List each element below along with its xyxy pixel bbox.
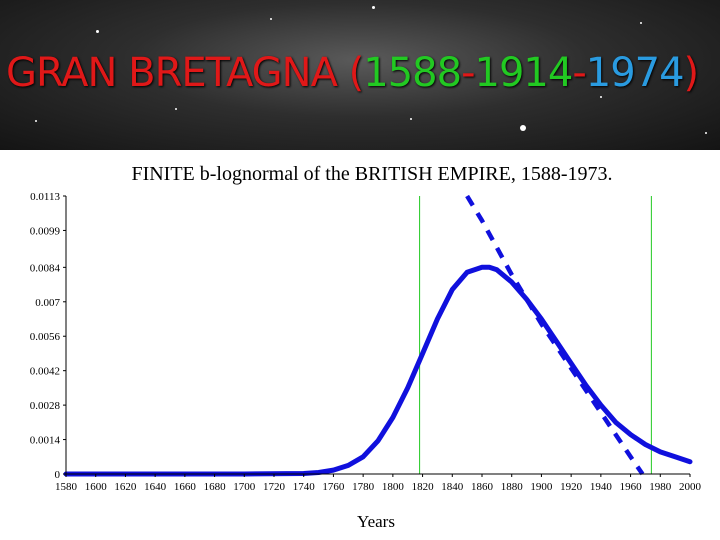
slide-title: GRAN BRETAGNA (1588-1914-1974) xyxy=(6,50,700,96)
star xyxy=(640,22,642,24)
chart-title: FINITE b-lognormal of the BRITISH EMPIRE… xyxy=(131,163,612,185)
star xyxy=(175,108,177,110)
x-tick-label: 1620 xyxy=(114,481,137,493)
star xyxy=(372,6,375,9)
series-group xyxy=(63,194,693,477)
x-tick-label: 1580 xyxy=(55,481,78,493)
solid-series-line xyxy=(63,264,693,477)
title-country: GRAN BRETAGNA xyxy=(6,50,338,96)
x-tick-label: 1800 xyxy=(382,481,405,493)
x-tick-label: 1940 xyxy=(590,481,613,493)
y-tick-label: 0.007 xyxy=(35,297,60,309)
title-open-paren: ( xyxy=(348,50,365,96)
title-year-start: 1588 xyxy=(363,50,462,96)
x-tick-label: 1740 xyxy=(293,481,316,493)
x-tick-label: 1860 xyxy=(471,481,494,493)
star xyxy=(705,132,707,134)
x-tick-label: 1720 xyxy=(263,481,286,493)
x-tick-label: 1700 xyxy=(233,481,256,493)
x-tick-label: 1820 xyxy=(412,481,435,493)
star xyxy=(35,120,37,122)
star xyxy=(600,96,602,98)
x-tick-label: 1840 xyxy=(441,481,464,493)
x-tick-label: 1980 xyxy=(649,481,672,493)
x-tick-label: 1900 xyxy=(530,481,553,493)
y-tick-label: 0.0028 xyxy=(30,400,61,412)
x-tick-label: 1780 xyxy=(352,481,375,493)
x-tick-label: 1760 xyxy=(322,481,345,493)
star xyxy=(270,18,272,20)
x-tick-label: 1640 xyxy=(144,481,167,493)
x-tick-label: 1880 xyxy=(501,481,524,493)
star xyxy=(96,30,99,33)
lognormal-chart: FINITE b-lognormal of the BRITISH EMPIRE… xyxy=(0,150,720,540)
x-tick-label: 1600 xyxy=(85,481,108,493)
x-tick-label: 1960 xyxy=(620,481,643,493)
x-tick-labels: 1580 1600 1620 1640 1660 1680 1700 1720 1740 1760… xyxy=(55,481,702,493)
y-tick-label: 0 xyxy=(55,469,61,481)
title-year-end: 1974 xyxy=(585,50,685,96)
dashed-series-line xyxy=(465,194,645,476)
x-tick-label: 2000 xyxy=(679,481,702,493)
title-close-paren: ) xyxy=(683,50,700,96)
y-tick-label: 0.0042 xyxy=(30,366,60,378)
title-dash: - xyxy=(461,50,475,96)
title-dash: - xyxy=(572,50,586,96)
x-tick-label: 1660 xyxy=(174,481,197,493)
title-year-peak: 1914 xyxy=(474,50,574,96)
x-tick-label: 1920 xyxy=(560,481,583,493)
star xyxy=(520,125,526,131)
y-tick-labels: 0 0.0014 0.0028 0.0042 0.0056 0.007 0.0084 0.00… xyxy=(30,191,61,481)
starfield-banner: GRAN BRETAGNA (1588-1914-1974) xyxy=(0,0,720,150)
y-tick-label: 0.0014 xyxy=(30,435,61,447)
chart-svg: FINITE b-lognormal of the BRITISH EMPIRE… xyxy=(30,163,702,531)
y-tick-label: 0.0056 xyxy=(30,331,61,343)
x-axis-label: Years xyxy=(357,512,395,531)
y-tick-label: 0.0084 xyxy=(30,262,61,274)
star xyxy=(410,118,412,120)
axes xyxy=(63,195,691,477)
vertical-markers xyxy=(419,196,652,474)
y-tick-label: 0.0099 xyxy=(30,225,61,237)
x-tick-label: 1680 xyxy=(204,481,227,493)
y-tick-label: 0.0113 xyxy=(30,191,60,203)
